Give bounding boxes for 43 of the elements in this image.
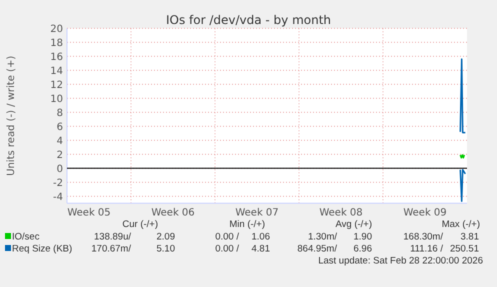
text: Min (-/+): [229, 219, 265, 230]
y-tick-label: 16: [50, 52, 63, 63]
text: 1.06: [252, 232, 270, 242]
text: Avg (-/+): [335, 219, 372, 230]
legend-label: IO/sec: [12, 232, 40, 242]
x-tick-label: Week 06: [151, 207, 195, 218]
y-tick-label: 4: [56, 136, 63, 147]
x-tick-label: Week 09: [403, 207, 447, 218]
y-tick-label: 14: [50, 66, 63, 77]
y-tick-label: 20: [50, 24, 63, 35]
x-tick-label: Week 07: [235, 207, 279, 218]
y-tick-label: -2: [53, 178, 63, 189]
text: 4.81: [252, 244, 270, 254]
text: 6.96: [354, 244, 372, 254]
text: 0.00 /: [215, 232, 240, 242]
text: 1.30m/: [308, 232, 338, 242]
legend-label: Req Size (KB): [12, 244, 72, 254]
y-tick-label: 0: [56, 164, 63, 175]
y-tick-label: 10: [50, 94, 63, 105]
text: Last update: Sat Feb 28 22:00:00 2026: [318, 256, 483, 266]
text: 1.90: [354, 232, 372, 242]
y-tick-label: 6: [56, 122, 63, 133]
text: 170.67m/: [91, 244, 132, 254]
text: 5.10: [156, 244, 175, 254]
x-tick-label: Week 08: [319, 207, 363, 218]
y-tick-label: 18: [50, 38, 63, 49]
y-tick-label: -4: [53, 192, 63, 203]
y-tick-label: 2: [56, 150, 63, 161]
text: 3.81: [460, 232, 479, 242]
text: 250.51: [450, 244, 479, 254]
text: 0.00 /: [215, 244, 240, 254]
text: 864.95m/: [297, 244, 338, 254]
y-tick-label: 12: [50, 80, 63, 91]
x-tick-label: Week 05: [67, 207, 111, 218]
text: 138.89u/: [94, 232, 132, 242]
chart-title: IOs for /dev/vda - by month: [166, 13, 332, 27]
text: 111.16 /: [410, 244, 444, 254]
text: Cur (-/+): [122, 219, 158, 230]
text: 2.09: [156, 232, 175, 242]
text: Max (-/+): [442, 219, 480, 230]
text: 168.30m/: [403, 232, 444, 242]
y-tick-label: 8: [56, 108, 63, 119]
y-axis-title: Units read (-) / write (+): [6, 56, 17, 176]
